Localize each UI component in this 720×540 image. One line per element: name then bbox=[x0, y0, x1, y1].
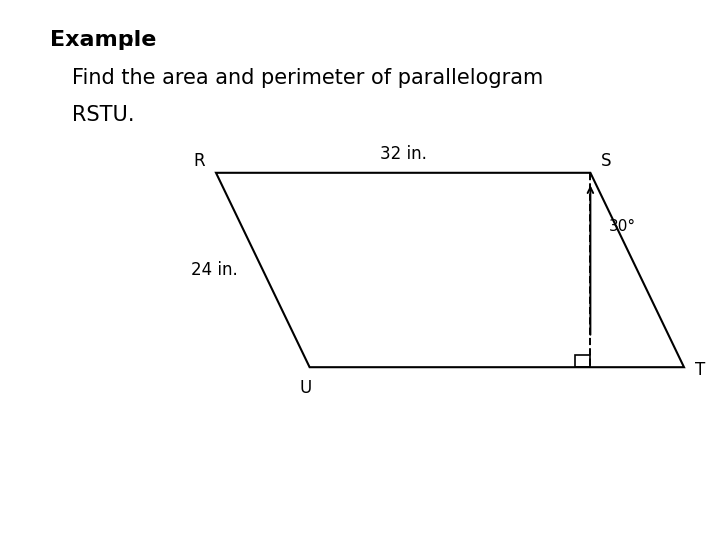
Text: R: R bbox=[194, 152, 205, 170]
Text: 30°: 30° bbox=[608, 219, 636, 234]
Text: 24 in.: 24 in. bbox=[191, 261, 238, 279]
Text: :: : bbox=[126, 30, 133, 50]
Text: U: U bbox=[300, 379, 312, 397]
Text: Example: Example bbox=[50, 30, 157, 50]
Text: S: S bbox=[601, 152, 612, 170]
Text: Find the area and perimeter of parallelogram: Find the area and perimeter of parallelo… bbox=[72, 68, 544, 87]
Text: T: T bbox=[695, 361, 705, 379]
Text: 32 in.: 32 in. bbox=[379, 145, 427, 163]
Text: RSTU.: RSTU. bbox=[72, 105, 135, 125]
